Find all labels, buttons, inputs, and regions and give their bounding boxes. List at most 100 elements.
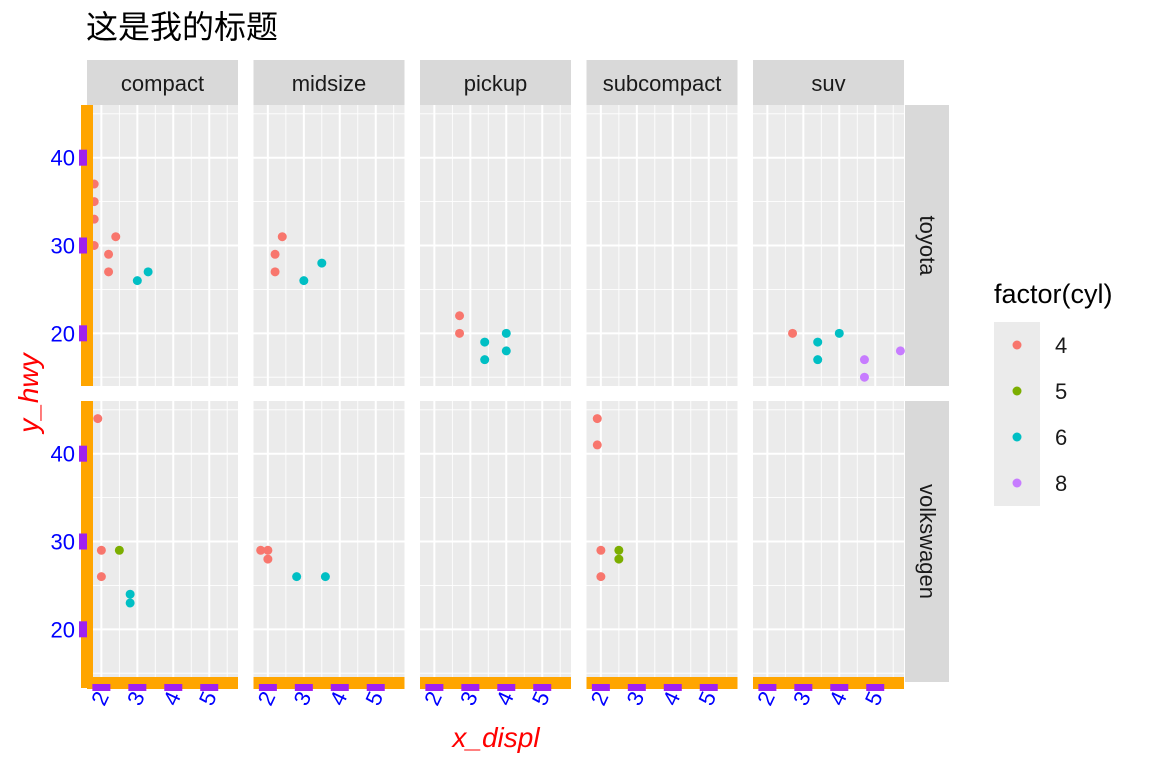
y-axis-tick	[79, 445, 87, 462]
data-point	[143, 267, 153, 277]
panel-toyota-suv	[753, 105, 904, 386]
legend-key-8	[1012, 478, 1022, 488]
data-point	[277, 232, 287, 242]
legend-label-8: 8	[1055, 471, 1067, 496]
x-axis-tick	[497, 684, 516, 691]
y-tick-label: 20	[51, 321, 75, 346]
legend-item-6: 6	[994, 414, 1067, 460]
y-tick-label: 30	[51, 234, 75, 259]
x-axis-tick	[591, 684, 610, 691]
chart-title: 这是我的标题	[86, 8, 278, 46]
x-axis-tick	[128, 684, 147, 691]
x-axis-tick	[330, 684, 349, 691]
y-axis-title: y_hwy	[13, 351, 44, 434]
data-point	[895, 346, 905, 356]
facet-panels: compact midsize pickup subcompact suv toyota v…	[87, 60, 949, 682]
data-point	[292, 572, 302, 582]
panel-toyota-midsize	[253, 105, 405, 386]
data-point	[859, 355, 869, 365]
strip-label-volkswagen: volkswagen	[915, 484, 940, 599]
data-point	[299, 276, 309, 286]
data-point	[614, 545, 624, 555]
legend-title: factor(cyl)	[994, 279, 1113, 309]
data-point	[788, 328, 798, 338]
data-point	[132, 276, 142, 286]
legend-label-4: 4	[1055, 333, 1067, 358]
data-point	[813, 355, 823, 365]
data-point	[501, 346, 511, 356]
legend-item-8: 8	[994, 460, 1067, 506]
strip-label-toyota: toyota	[915, 216, 940, 277]
panel-volkswagen-compact	[87, 401, 238, 682]
panel-volkswagen-pickup	[420, 401, 571, 682]
strip-pickup	[420, 60, 571, 105]
y-axis-tick	[79, 621, 87, 638]
data-point	[114, 545, 124, 555]
data-point	[125, 589, 135, 599]
x-axis-tick	[164, 684, 183, 691]
data-point	[317, 258, 327, 268]
x-axis-tick	[533, 684, 552, 691]
strip-label-pickup: pickup	[464, 71, 528, 96]
y-axis-tick	[79, 533, 87, 550]
data-point	[480, 355, 490, 365]
strip-label-suv: suv	[811, 71, 845, 96]
data-point	[125, 598, 135, 608]
strip-midsize	[253, 60, 405, 105]
strip-label-midsize: midsize	[292, 71, 367, 96]
panel-toyota-pickup	[420, 105, 571, 386]
data-point	[455, 328, 465, 338]
data-point	[320, 572, 330, 582]
data-point	[455, 311, 465, 321]
legend-label-6: 6	[1055, 425, 1067, 450]
data-point	[96, 572, 106, 582]
y-axis-tick	[79, 325, 87, 342]
panel-volkswagen-midsize	[253, 401, 405, 682]
x-axis-tick	[627, 684, 646, 691]
strip-suv	[753, 60, 904, 105]
x-axis-title: x_displ	[450, 722, 540, 753]
x-axis-tick	[830, 684, 849, 691]
data-point	[501, 328, 511, 338]
panel-volkswagen-suv	[753, 401, 904, 682]
data-point	[614, 554, 624, 564]
strip-toyota	[905, 105, 949, 386]
panel-toyota-subcompact	[586, 105, 738, 386]
strip-label-subcompact: subcompact	[603, 71, 722, 96]
x-axis-tick	[461, 684, 480, 691]
data-point	[592, 440, 602, 450]
legend-key-5	[1012, 386, 1022, 396]
x-axis-tick	[663, 684, 682, 691]
x-axis-tick	[758, 684, 777, 691]
x-axis-tick	[699, 684, 718, 691]
legend-key-4	[1012, 340, 1022, 350]
legend-keys: 4 5 6 8	[994, 322, 1067, 506]
x-axis-tick	[294, 684, 313, 691]
data-point	[834, 328, 844, 338]
data-point	[104, 249, 114, 259]
y-tick-label: 40	[51, 146, 75, 171]
y-tick-label: 20	[51, 617, 75, 642]
x-axis-tick	[92, 684, 111, 691]
legend-label-5: 5	[1055, 379, 1067, 404]
strip-label-compact: compact	[121, 71, 204, 96]
data-point	[592, 414, 602, 424]
data-point	[263, 545, 273, 555]
data-point	[270, 249, 280, 259]
data-point	[859, 372, 869, 382]
data-point	[93, 414, 103, 424]
data-point	[263, 554, 273, 564]
data-point	[596, 572, 606, 582]
strip-subcompact	[586, 60, 738, 105]
y-axis-tick	[79, 149, 87, 166]
y-tick-label: 40	[51, 442, 75, 467]
panel-toyota-compact	[87, 105, 238, 386]
data-point	[480, 337, 490, 347]
legend-item-5: 5	[994, 368, 1067, 414]
x-axis-tick	[794, 684, 813, 691]
data-point	[813, 337, 823, 347]
y-tick-label: 30	[51, 530, 75, 555]
legend: factor(cyl) 4 5 6 8	[994, 279, 1113, 506]
data-point	[96, 545, 106, 555]
